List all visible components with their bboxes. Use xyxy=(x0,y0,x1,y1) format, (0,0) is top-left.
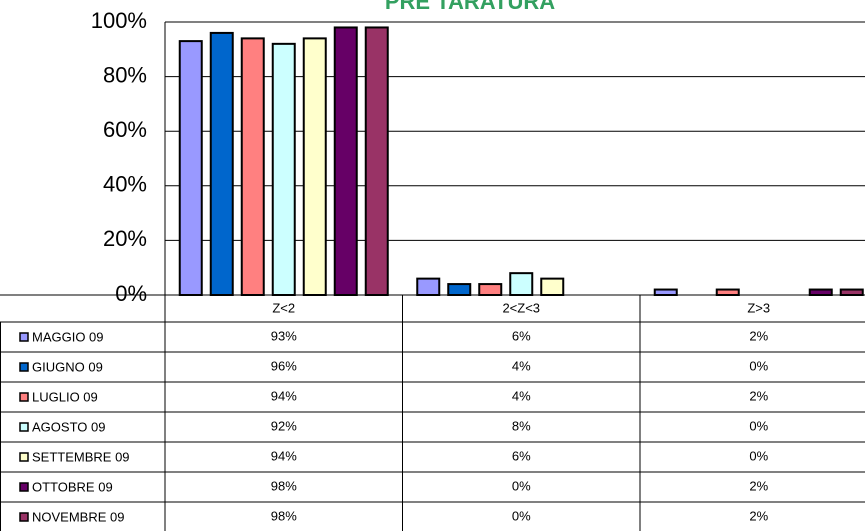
legend-label: SETTEMBRE 09 xyxy=(32,449,130,464)
legend-label: MAGGIO 09 xyxy=(32,329,104,344)
table-value: 96% xyxy=(271,358,297,373)
legend-label: GIUGNO 09 xyxy=(32,359,103,374)
bar xyxy=(416,277,441,296)
bar xyxy=(478,283,503,296)
y-tick-label: 0% xyxy=(115,281,147,306)
table-value: 6% xyxy=(512,328,531,343)
bar xyxy=(271,42,296,297)
table-value: 98% xyxy=(271,478,297,493)
table-value: 92% xyxy=(271,418,297,433)
table-value: 0% xyxy=(749,418,768,433)
y-tick-label: 60% xyxy=(103,117,147,142)
legend-label: OTTOBRE 09 xyxy=(32,479,113,494)
legend-key xyxy=(19,482,29,492)
table-value: 4% xyxy=(512,358,531,373)
table-value: 2% xyxy=(749,388,768,403)
y-tick-label: 20% xyxy=(103,226,147,251)
bar xyxy=(839,288,864,297)
y-tick-label: 100% xyxy=(91,8,147,33)
table-value: 94% xyxy=(271,448,297,463)
x-tick-label: 2<Z<3 xyxy=(502,300,540,315)
y-tick-label: 40% xyxy=(103,172,147,197)
table-value: 2% xyxy=(749,328,768,343)
legend-key xyxy=(19,512,29,522)
bar xyxy=(808,288,833,297)
bar xyxy=(509,272,534,297)
bar xyxy=(653,288,678,297)
table-value: 94% xyxy=(271,388,297,403)
bar xyxy=(302,37,327,296)
table-value: 8% xyxy=(512,418,531,433)
table-value: 6% xyxy=(512,448,531,463)
legend-label: LUGLIO 09 xyxy=(32,389,98,404)
bar xyxy=(240,37,265,296)
table-value: 0% xyxy=(749,358,768,373)
bar xyxy=(540,277,565,296)
bar xyxy=(209,31,234,296)
bar xyxy=(447,283,472,296)
legend-key xyxy=(19,332,29,342)
table-value: 0% xyxy=(512,508,531,523)
legend-label: NOVEMBRE 09 xyxy=(32,509,124,524)
table-value: 2% xyxy=(749,478,768,493)
chart-title: PRE TARATURA xyxy=(385,0,555,14)
bar xyxy=(178,40,203,296)
x-tick-label: Z>3 xyxy=(747,300,770,315)
table-value: 98% xyxy=(271,508,297,523)
legend-key xyxy=(19,392,29,402)
legend-label: AGOSTO 09 xyxy=(32,419,105,434)
table-value: 4% xyxy=(512,388,531,403)
table-value: 0% xyxy=(512,478,531,493)
legend-key xyxy=(19,422,29,432)
bar xyxy=(715,288,740,297)
table-value: 93% xyxy=(271,328,297,343)
bar xyxy=(333,26,358,297)
x-tick-label: Z<2 xyxy=(272,300,295,315)
legend-key xyxy=(19,362,29,372)
bar xyxy=(364,26,389,297)
table-value: 2% xyxy=(749,508,768,523)
table-value: 0% xyxy=(749,448,768,463)
legend-key xyxy=(19,452,29,462)
y-tick-label: 80% xyxy=(103,62,147,87)
